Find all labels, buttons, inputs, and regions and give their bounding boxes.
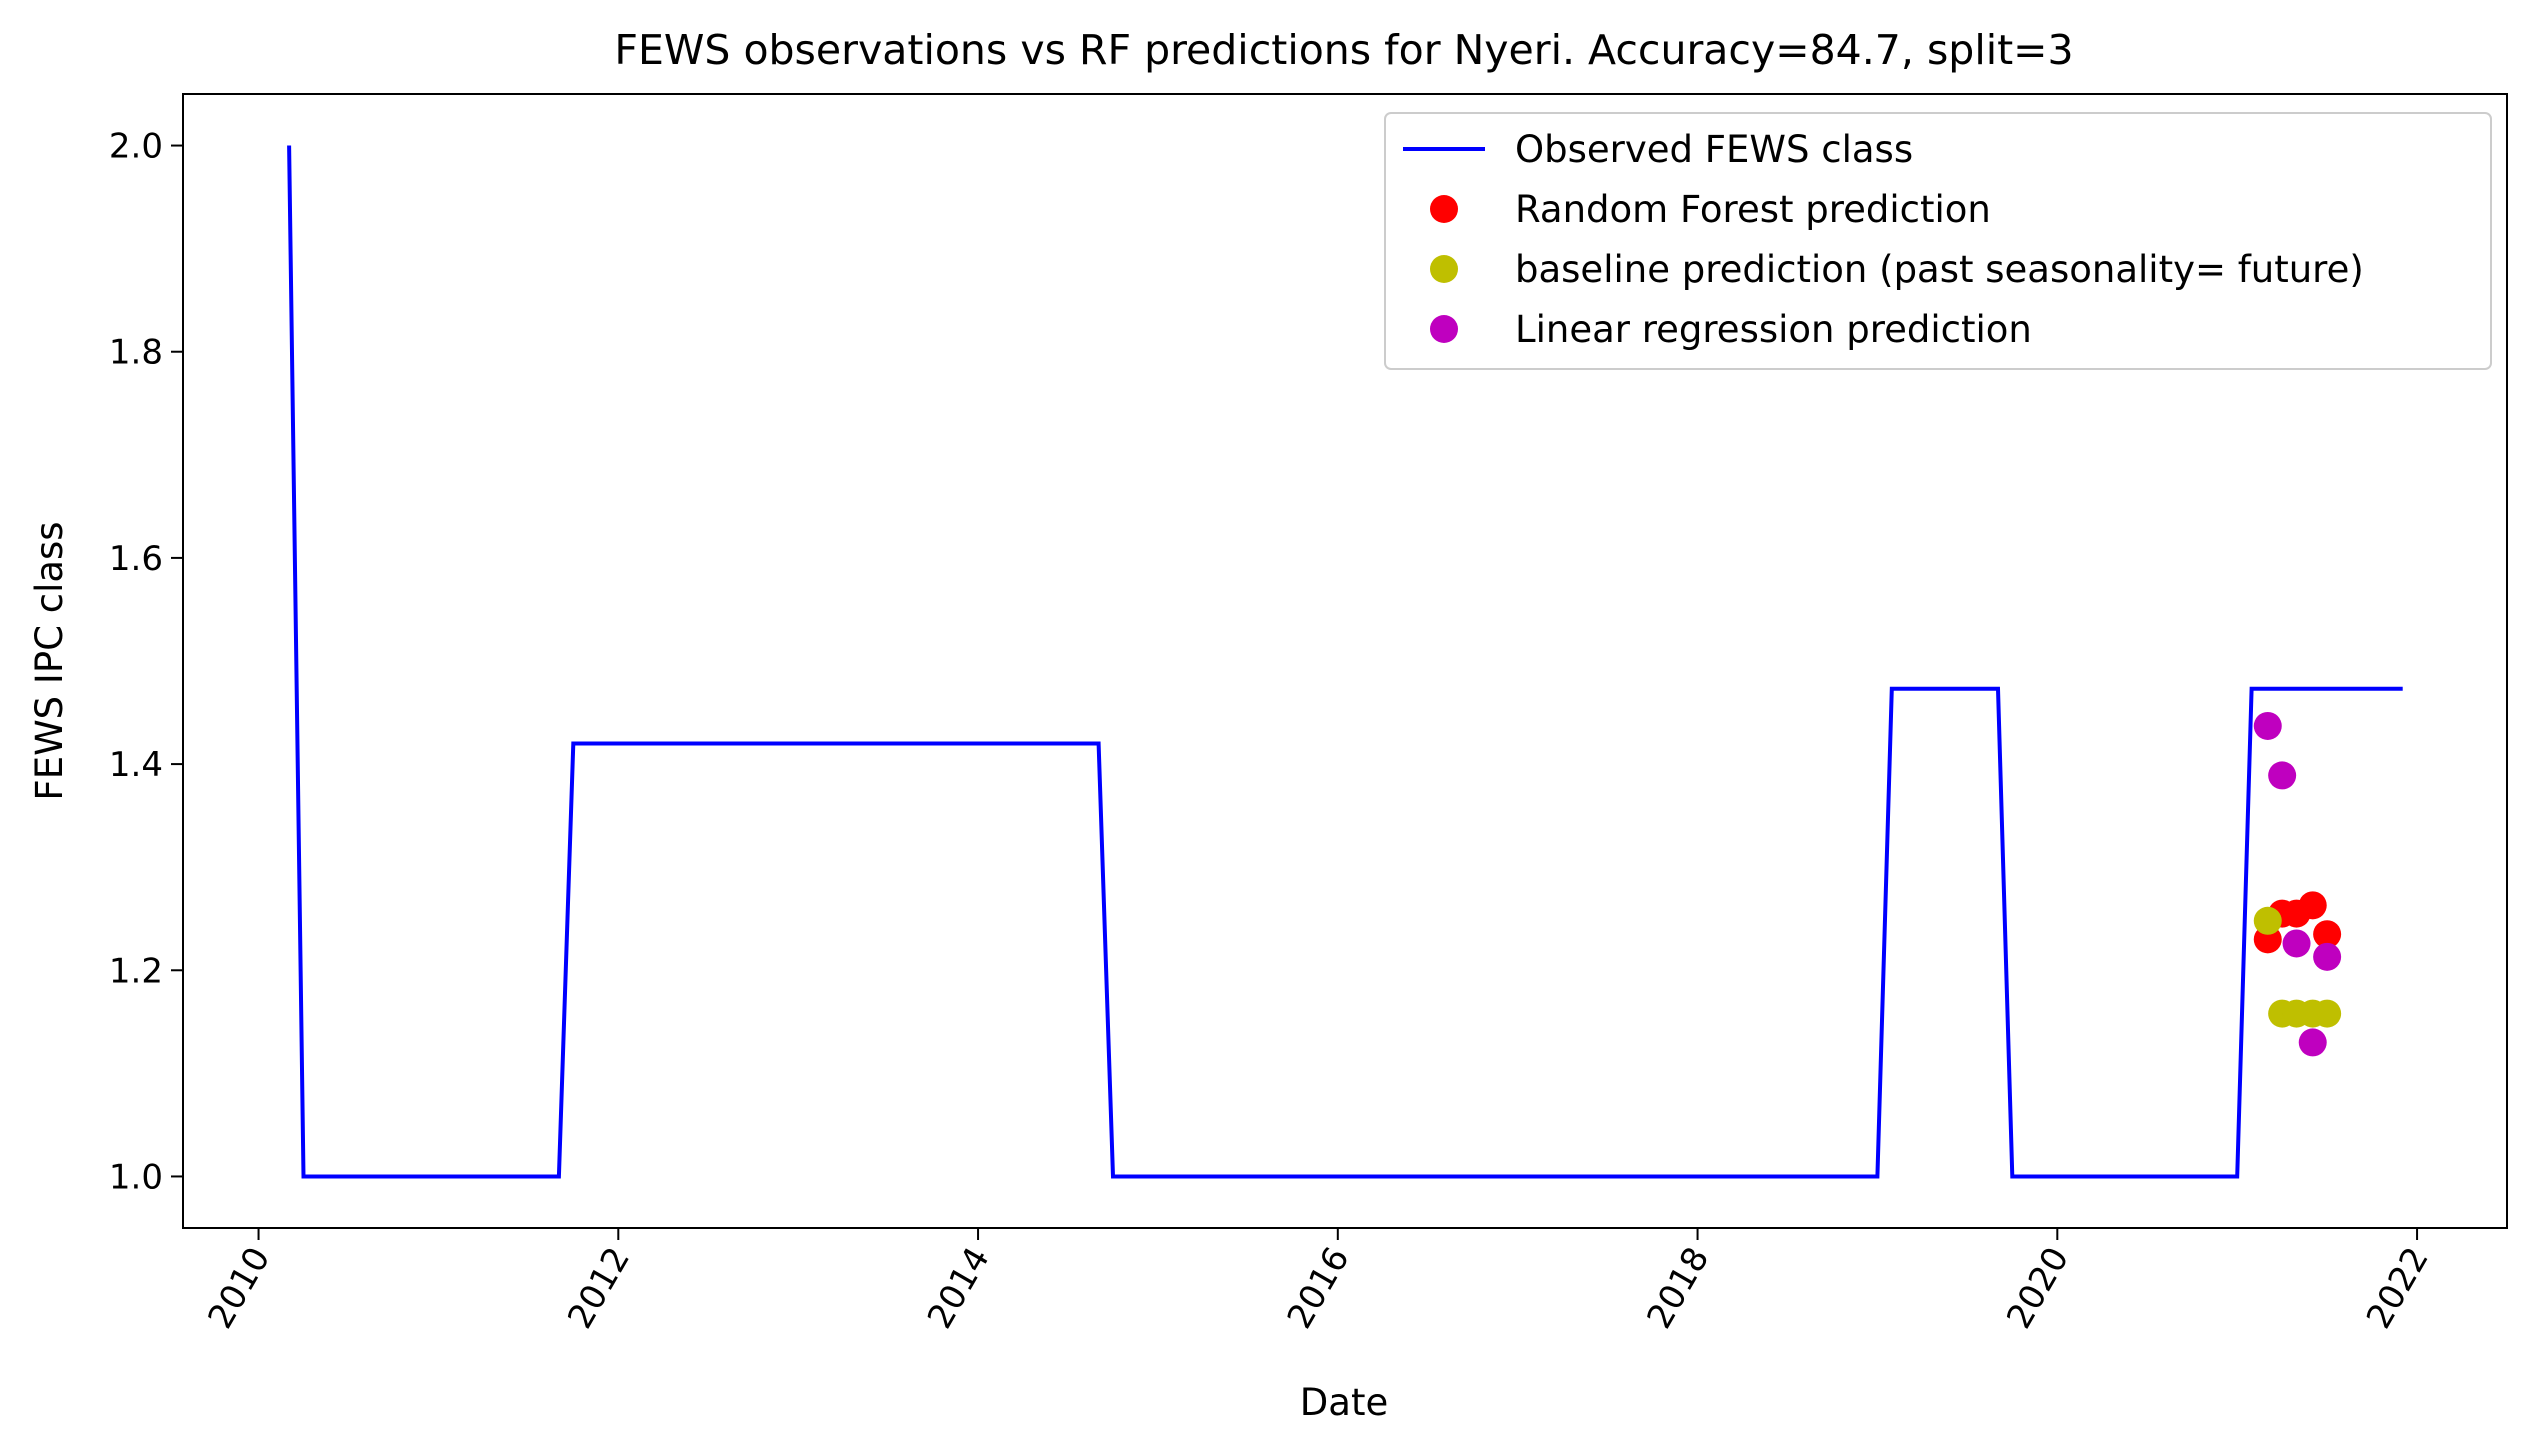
x-tick-label: 2018 [1639,1241,1717,1336]
data-point [2268,761,2297,790]
legend-swatch [1430,195,1458,223]
legend-label: Random Forest prediction [1515,188,1991,231]
data-point [2313,920,2342,949]
data-point [2298,1028,2327,1057]
legend-label: Observed FEWS class [1515,128,1913,171]
x-tick-label: 2022 [2359,1241,2437,1336]
y-axis-label: FEWS IPC class [28,521,71,800]
data-point [2282,929,2311,958]
plot-area [182,93,2508,1229]
series-points [2253,711,2342,1057]
x-tick-label: 2012 [560,1241,638,1336]
y-tick-label: 1.8 [109,333,163,373]
y-tick-label: 1.2 [109,951,163,991]
y-tick-label: 2.0 [109,127,163,167]
legend: Observed FEWS class Random Forest predict… [1384,112,2492,370]
series-line-observed [287,145,2403,1179]
y-tick-label: 1.0 [109,1157,163,1197]
chart-title: FEWS observations vs RF predictions for … [614,26,2073,74]
y-tick-label: 1.4 [109,745,163,785]
x-axis: 2010 2012 2014 2016 2018 2020 2022 [200,1228,2437,1336]
data-point [2253,711,2282,740]
x-tick-label: 2010 [200,1241,278,1336]
legend-swatch [1430,315,1458,343]
legend-label: baseline prediction (past seasonality= f… [1515,248,2364,291]
legend-label: Linear regression prediction [1515,308,2032,351]
x-tick-label: 2016 [1280,1241,1358,1336]
y-axis: 1.0 1.2 1.4 1.6 1.8 2.0 [109,127,183,1197]
data-point [2313,999,2342,1028]
legend-swatch [1430,255,1458,283]
data-point [2253,906,2282,935]
x-tick-label: 2014 [920,1241,998,1336]
x-axis-label: Date [1300,1381,1388,1424]
data-point [2298,891,2327,920]
legend-box [1384,112,2492,370]
x-tick-label: 2020 [1999,1241,2077,1336]
y-tick-label: 1.6 [109,539,163,579]
data-point [2313,942,2342,971]
series-lines [287,145,2403,1179]
